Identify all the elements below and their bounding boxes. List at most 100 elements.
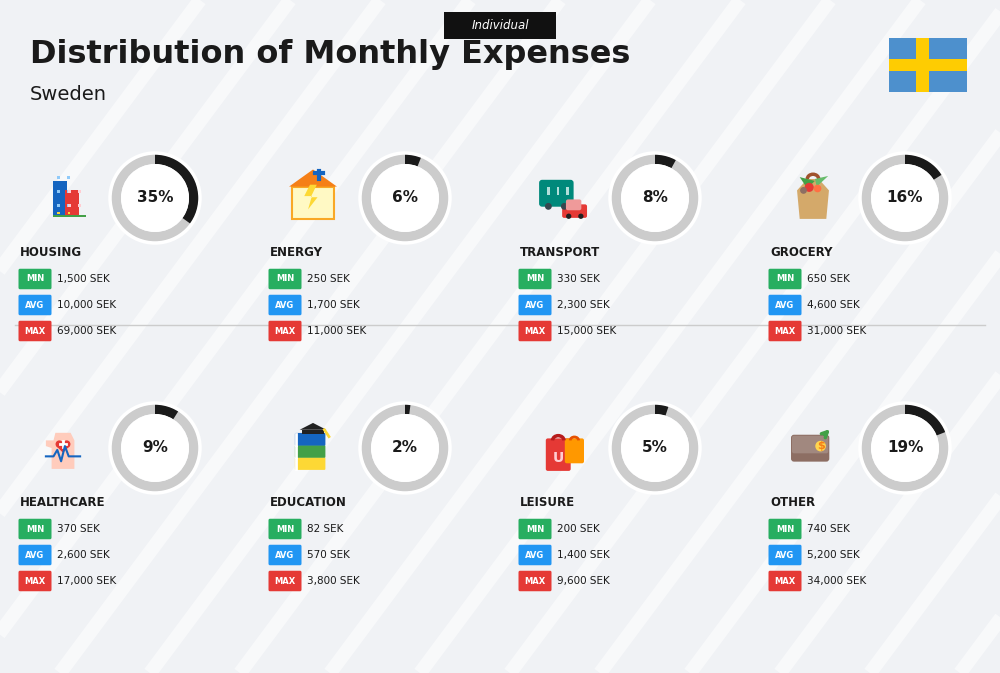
FancyBboxPatch shape (295, 445, 325, 458)
FancyBboxPatch shape (566, 199, 581, 210)
Polygon shape (46, 433, 74, 469)
Bar (557, 187, 559, 195)
FancyBboxPatch shape (792, 435, 828, 454)
Text: MAX: MAX (24, 577, 46, 586)
Text: LEISURE: LEISURE (520, 497, 575, 509)
Text: 34,000 SEK: 34,000 SEK (807, 576, 866, 586)
Text: 5%: 5% (642, 441, 668, 456)
FancyBboxPatch shape (268, 519, 302, 539)
Circle shape (121, 164, 189, 232)
FancyBboxPatch shape (768, 519, 802, 539)
FancyBboxPatch shape (565, 438, 584, 463)
Text: MIN: MIN (776, 275, 794, 283)
Wedge shape (361, 404, 449, 492)
Circle shape (371, 164, 439, 232)
Text: 200 SEK: 200 SEK (557, 524, 600, 534)
Text: 2%: 2% (392, 441, 418, 456)
Bar (57, 190, 60, 193)
Polygon shape (300, 423, 326, 430)
Text: 3,800 SEK: 3,800 SEK (307, 576, 360, 586)
FancyBboxPatch shape (768, 544, 802, 565)
Circle shape (871, 164, 939, 232)
Text: HEALTHCARE: HEALTHCARE (20, 497, 106, 509)
Bar (68, 212, 70, 214)
Text: 9%: 9% (142, 441, 168, 456)
Bar (53, 215, 86, 217)
FancyBboxPatch shape (768, 295, 802, 315)
Bar (57, 176, 60, 179)
Bar (889, 38, 967, 92)
Wedge shape (361, 154, 449, 242)
Circle shape (56, 440, 63, 448)
Wedge shape (405, 154, 421, 166)
Circle shape (805, 183, 814, 192)
Wedge shape (111, 404, 199, 492)
Text: AVG: AVG (775, 551, 795, 559)
Circle shape (545, 203, 552, 210)
FancyBboxPatch shape (518, 321, 552, 341)
Wedge shape (155, 404, 179, 419)
Bar (78, 190, 81, 193)
Text: MAX: MAX (774, 326, 796, 336)
Text: 6%: 6% (392, 190, 418, 205)
Wedge shape (655, 404, 669, 416)
FancyBboxPatch shape (268, 321, 302, 341)
FancyBboxPatch shape (539, 180, 574, 207)
Circle shape (578, 213, 584, 219)
FancyBboxPatch shape (295, 457, 325, 470)
Text: $: $ (817, 441, 824, 451)
Text: MIN: MIN (26, 524, 44, 534)
Bar (53, 181, 67, 217)
Circle shape (371, 414, 439, 482)
FancyBboxPatch shape (768, 269, 802, 289)
Bar (566, 187, 569, 195)
Wedge shape (611, 404, 699, 492)
Circle shape (561, 203, 568, 210)
Bar (68, 204, 71, 207)
Text: 250 SEK: 250 SEK (307, 274, 350, 284)
FancyBboxPatch shape (768, 321, 802, 341)
Wedge shape (905, 154, 942, 180)
Text: MIN: MIN (776, 524, 794, 534)
Text: 19%: 19% (887, 441, 923, 456)
Text: AVG: AVG (275, 551, 295, 559)
Wedge shape (405, 404, 411, 415)
Text: Sweden: Sweden (30, 85, 107, 104)
Text: 5,200 SEK: 5,200 SEK (807, 550, 860, 560)
Circle shape (121, 414, 189, 482)
Text: GROCERY: GROCERY (770, 246, 832, 260)
Text: 1,400 SEK: 1,400 SEK (557, 550, 610, 560)
FancyBboxPatch shape (268, 295, 302, 315)
Text: 330 SEK: 330 SEK (557, 274, 600, 284)
FancyBboxPatch shape (518, 269, 552, 289)
Text: EDUCATION: EDUCATION (270, 497, 347, 509)
Wedge shape (111, 154, 199, 242)
FancyBboxPatch shape (768, 571, 802, 592)
Text: 35%: 35% (137, 190, 173, 205)
Text: AVG: AVG (25, 551, 45, 559)
Text: 370 SEK: 370 SEK (57, 524, 100, 534)
Circle shape (63, 440, 70, 448)
FancyBboxPatch shape (518, 544, 552, 565)
FancyBboxPatch shape (18, 519, 52, 539)
Circle shape (871, 414, 939, 482)
Text: U: U (553, 450, 564, 464)
Text: 650 SEK: 650 SEK (807, 274, 850, 284)
Text: 69,000 SEK: 69,000 SEK (57, 326, 116, 336)
Bar (57, 212, 60, 214)
Text: Distribution of Monthly Expenses: Distribution of Monthly Expenses (30, 40, 630, 71)
Text: 2,600 SEK: 2,600 SEK (57, 550, 110, 560)
Text: AVG: AVG (25, 301, 45, 310)
Bar (65, 190, 79, 217)
FancyBboxPatch shape (18, 571, 52, 592)
Text: MIN: MIN (526, 524, 544, 534)
Text: 570 SEK: 570 SEK (307, 550, 350, 560)
Polygon shape (304, 184, 318, 209)
Text: 15,000 SEK: 15,000 SEK (557, 326, 616, 336)
Bar (67, 204, 70, 207)
Bar (57, 204, 60, 207)
Wedge shape (155, 154, 199, 224)
Text: 11,000 SEK: 11,000 SEK (307, 326, 366, 336)
Text: 31,000 SEK: 31,000 SEK (807, 326, 866, 336)
FancyBboxPatch shape (518, 295, 552, 315)
